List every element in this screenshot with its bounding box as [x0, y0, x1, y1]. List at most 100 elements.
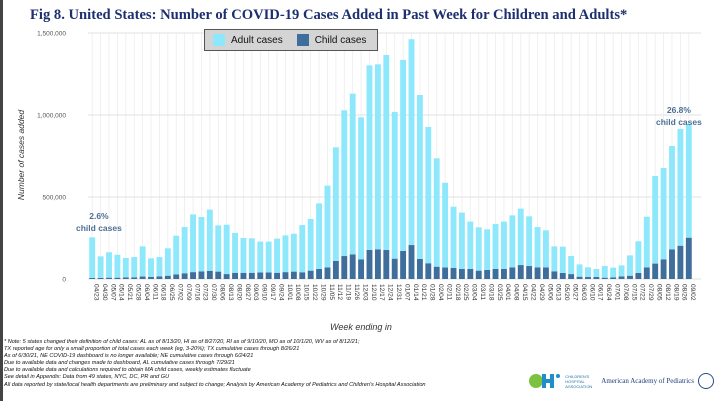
bar-child [349, 254, 356, 279]
bar-adult [526, 216, 533, 267]
bar-child [627, 275, 633, 279]
bar-adult [198, 217, 205, 272]
x-tick-label: 05/06 [546, 284, 553, 301]
bar-adult [433, 158, 440, 267]
x-tick-label: 12/24 [387, 284, 394, 301]
bar-child [89, 278, 96, 279]
bar-adult [383, 54, 390, 250]
aap-seal-icon [698, 373, 714, 389]
x-tick-label: 07/15 [630, 284, 637, 301]
bar-child [215, 271, 222, 279]
bar-child [492, 268, 499, 279]
bar-adult [206, 209, 213, 271]
bar-adult [475, 227, 482, 271]
x-tick-label: 05/28 [135, 284, 142, 301]
bar-child [610, 277, 617, 279]
bar-adult [517, 208, 524, 266]
bar-adult [627, 255, 633, 276]
bar-child [173, 274, 180, 279]
annotation-start: 2.6% child cases [76, 210, 122, 234]
x-tick-label: 02/25 [462, 284, 469, 301]
bar-child [408, 245, 415, 279]
x-tick-label: 12/03 [361, 284, 368, 301]
x-tick-label: 08/13 [227, 284, 234, 301]
bar-adult [416, 94, 423, 259]
x-tick-label: 11/26 [353, 284, 360, 300]
x-tick-label: 06/11 [151, 284, 158, 300]
note-line: All data reported by state/local health … [4, 381, 426, 388]
x-tick-label: 08/20 [235, 284, 242, 301]
x-tick-label: 01/07 [403, 284, 410, 301]
bar-adult [223, 224, 230, 275]
x-tick-label: 05/07 [109, 284, 116, 301]
bar-child [139, 276, 146, 279]
bar-child [383, 249, 390, 279]
bar-adult [215, 225, 222, 272]
x-tick-label: 12/31 [395, 284, 402, 301]
bar-adult [366, 65, 373, 250]
bar-adult [442, 182, 449, 268]
x-tick-label: 12/17 [378, 284, 385, 301]
x-tick-label: 09/10 [261, 284, 268, 301]
bar-adult [610, 267, 617, 278]
bar-child [265, 272, 272, 279]
bar-child [341, 256, 348, 279]
x-tick-label: 04/08 [513, 284, 520, 301]
bar-adult [450, 206, 457, 269]
x-tick-label: 03/11 [479, 284, 486, 300]
bar-child [458, 268, 465, 279]
bar-child [374, 249, 381, 279]
bar-adult [425, 126, 432, 264]
x-tick-label: 06/10 [588, 284, 595, 301]
legend-swatch-adult [213, 34, 225, 46]
bar-child [358, 259, 365, 279]
x-tick-label: 01/14 [412, 284, 419, 301]
x-tick-label: 07/01 [613, 284, 620, 301]
x-tick-label: 04/01 [504, 284, 511, 301]
x-tick-label: 10/01 [286, 284, 293, 301]
bar-child [669, 249, 675, 279]
x-tick-label: 11/19 [345, 284, 352, 300]
bar-child [551, 271, 558, 279]
x-tick-label: 05/21 [126, 284, 133, 301]
note-line: Due to available data and calculations r… [4, 367, 251, 374]
x-tick-label: 06/25 [168, 284, 175, 301]
bar-child [677, 245, 684, 279]
x-tick-label: 06/18 [160, 284, 167, 301]
x-tick-label: 04/30 [101, 284, 108, 301]
bar-adult [458, 212, 465, 269]
bar-child [106, 277, 112, 279]
x-tick-label: 03/18 [487, 284, 494, 301]
bar-adult [299, 225, 306, 273]
bar-child [198, 271, 205, 279]
bar-adult [282, 235, 289, 273]
x-tick-label: 06/04 [143, 284, 150, 301]
y-tick-label: 1,500,000 [37, 31, 66, 38]
bar-adult [400, 59, 407, 251]
bar-adult [618, 265, 625, 277]
bar-adult [509, 215, 516, 268]
annotation-end: 26.8% child cases [656, 104, 702, 128]
bar-adult [173, 235, 180, 275]
logos: CHILDREN'S HOSPITAL ASSOCIATION American… [528, 372, 714, 390]
note-line: Due to available data and changes made t… [4, 360, 235, 367]
bar-adult [89, 237, 96, 279]
bar-adult [543, 230, 549, 268]
left-border [0, 0, 3, 401]
bar-adult [660, 167, 667, 260]
x-tick-label: 04/22 [529, 284, 536, 301]
bar-child [517, 265, 524, 279]
bar-adult [139, 246, 146, 277]
x-tick-label: 09/24 [277, 284, 284, 301]
bar-child [148, 276, 154, 279]
bar-adult [635, 241, 642, 273]
bar-adult [307, 218, 314, 271]
bar-child [391, 258, 398, 279]
bar-child [324, 267, 331, 279]
bar-child [433, 266, 440, 279]
bar-adult [652, 176, 659, 264]
bar-adult [685, 124, 692, 238]
bar-child [366, 249, 373, 279]
chart-title: Fig 8. United States: Number of COVID-19… [30, 7, 628, 23]
bar-child [282, 272, 289, 279]
